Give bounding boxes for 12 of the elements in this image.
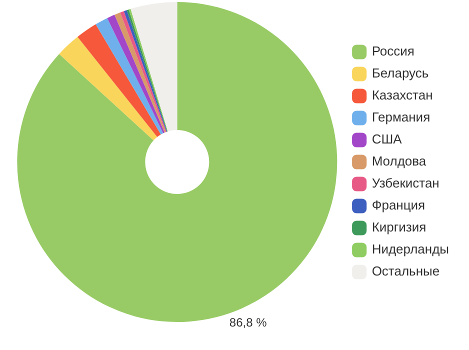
legend-label: Нидерланды bbox=[372, 242, 450, 257]
legend-label: Франция bbox=[372, 198, 426, 213]
legend-label: Остальные bbox=[372, 264, 440, 279]
legend-label: Германия bbox=[372, 110, 430, 125]
legend-label: Молдова bbox=[372, 154, 427, 169]
legend-label: Россия bbox=[372, 44, 414, 59]
legend-label: Казахстан bbox=[372, 88, 433, 103]
legend-label: Беларусь bbox=[372, 66, 429, 81]
data-label: 86,8 % bbox=[229, 315, 268, 330]
legend-label: Киргизия bbox=[372, 220, 426, 235]
legend-label: Узбекистан bbox=[372, 176, 440, 191]
legend-label: США bbox=[372, 132, 402, 147]
